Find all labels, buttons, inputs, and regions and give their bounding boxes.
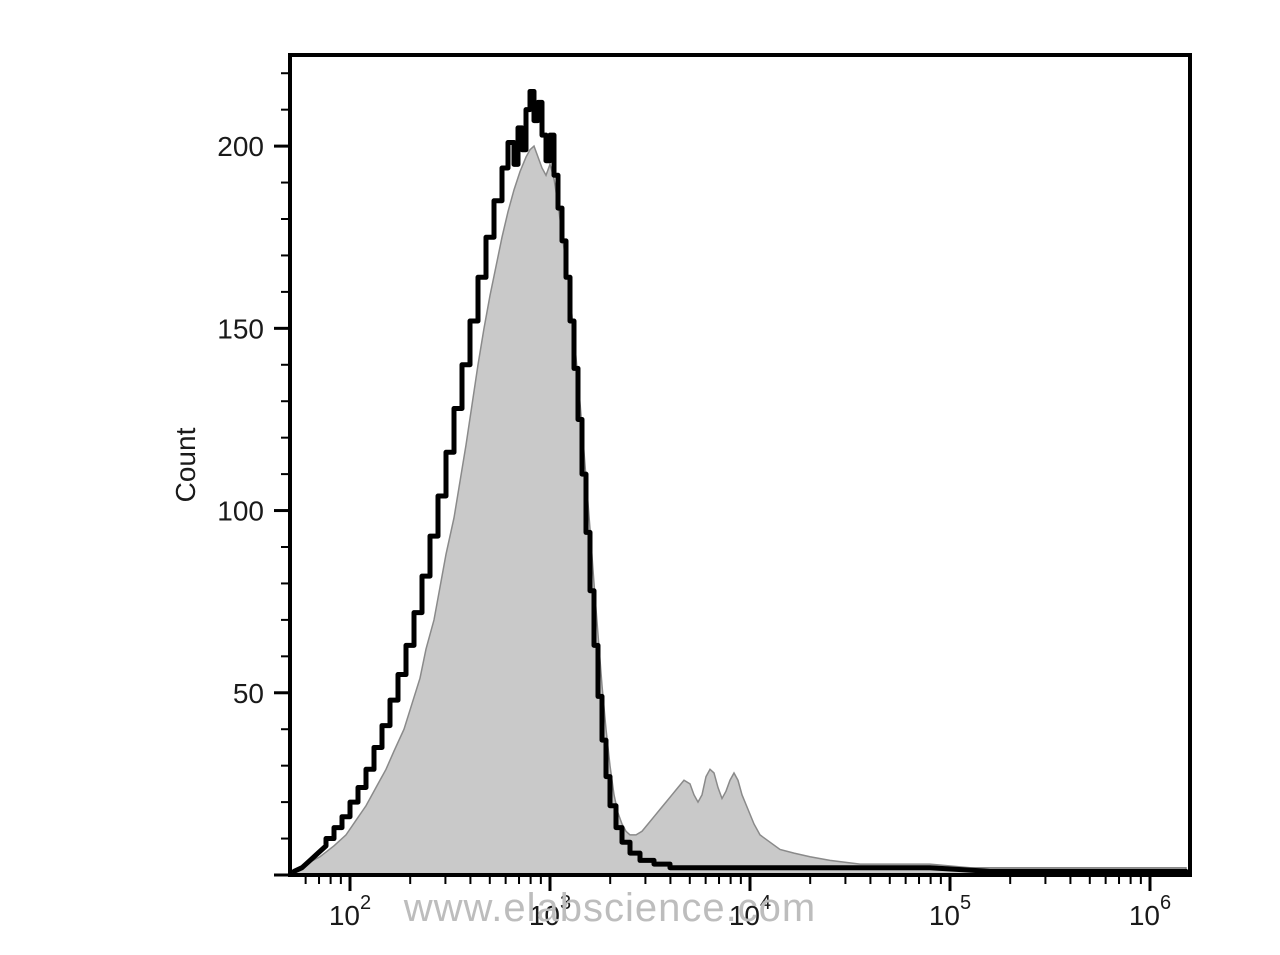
y-axis-label: Count bbox=[170, 427, 201, 502]
y-tick-label: 100 bbox=[217, 496, 264, 527]
y-tick-label: 200 bbox=[217, 131, 264, 162]
histogram-chart: 50100150200Count102103104105106www.elabs… bbox=[0, 0, 1280, 955]
y-tick-label: 150 bbox=[217, 313, 264, 344]
y-tick-label: 50 bbox=[233, 678, 264, 709]
chart-container: 50100150200Count102103104105106www.elabs… bbox=[0, 0, 1280, 955]
watermark-text: www.elabscience.com bbox=[403, 886, 817, 930]
